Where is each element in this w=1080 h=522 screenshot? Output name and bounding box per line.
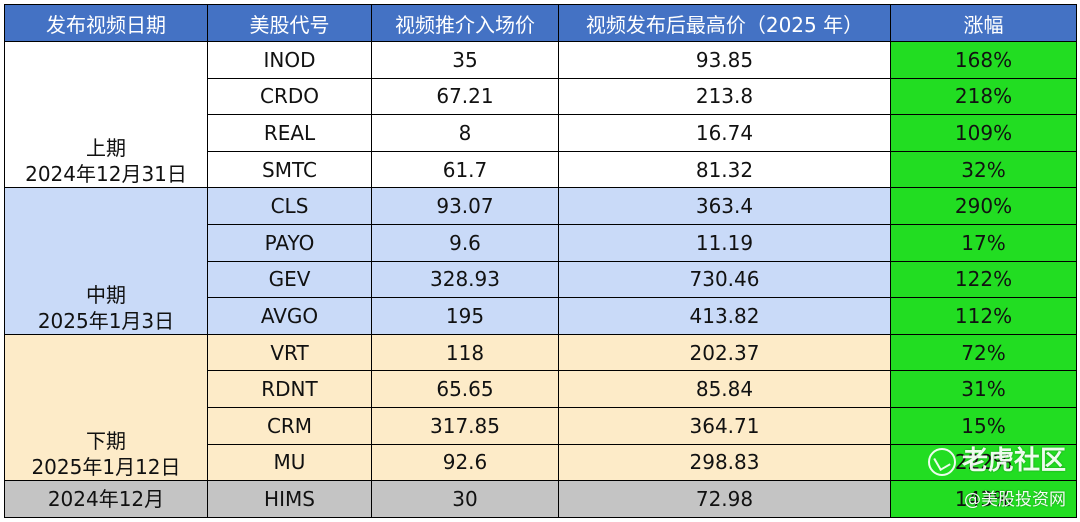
entry-price-cell: 65.65 [371,370,559,408]
entry-price-cell: 67.21 [371,77,559,116]
ticker-cell: CRM [207,406,372,445]
entry-price-cell: 92.6 [371,443,559,482]
period-date: 2024年12月31日 [25,162,187,187]
header-high-price: 视频发布后最高价（2025 年） [558,4,891,42]
high-price-cell: 298.83 [558,443,891,482]
header-date: 发布视频日期 [4,4,208,42]
entry-price-cell: 195 [371,297,559,335]
ticker-cell: VRT [207,333,372,372]
release-date-cell: 2024年12月 [4,480,208,518]
high-price-cell: 730.46 [558,260,891,299]
header-row: 发布视频日期 美股代号 视频推介入场价 视频发布后最高价（2025 年） 涨幅 [4,4,1077,42]
gain-cell: 143% [890,480,1077,518]
entry-price-cell: 35 [371,41,559,79]
release-date-cell: 中期 2025年1月3日 [4,187,208,335]
ticker-cell: AVGO [207,297,372,335]
gain-cell: 222% [890,443,1077,482]
header-entry-price: 视频推介入场价 [371,4,559,42]
gain-cell: 72% [890,333,1077,372]
gain-cell: 122% [890,260,1077,299]
ticker-cell: REAL [207,114,372,152]
table-row: AVGO 195 413.82 112% [5,297,1077,335]
table-row: RDNT 65.65 85.84 31% [5,370,1077,408]
period-date: 2025年1月12日 [31,455,181,480]
period-label: 下期 [86,429,126,454]
table-row: GEV 328.93 730.46 122% [5,260,1077,299]
gain-cell: 32% [890,150,1077,189]
table-row: SMTC 61.7 81.32 32% [5,150,1077,189]
table-row: 2024年12月 HIMS 30 72.98 143% [4,480,1077,518]
header-gain: 涨幅 [890,4,1077,42]
high-price-cell: 213.8 [558,77,891,116]
gain-cell: 112% [890,297,1077,335]
high-price-cell: 202.37 [558,333,891,372]
ticker-cell: CLS [207,187,372,225]
gain-cell: 109% [890,114,1077,152]
high-price-cell: 364.71 [558,406,891,445]
high-price-cell: 81.32 [558,150,891,189]
period-label: 2024年12月 [47,486,165,511]
entry-price-cell: 30 [371,480,559,518]
entry-price-cell: 317.85 [371,406,559,445]
high-price-cell: 72.98 [558,480,891,518]
ticker-cell: INOD [207,41,372,79]
ticker-cell: RDNT [207,370,372,408]
table-row: 上期 2024年12月31日 INOD 35 93.85 168% [4,40,1077,189]
ticker-cell: MU [207,443,372,482]
high-price-cell: 16.74 [558,114,891,152]
high-price-cell: 413.82 [558,297,891,335]
table-row: REAL 8 16.74 109% [5,114,1077,152]
gain-cell: 290% [890,187,1077,225]
gain-cell: 31% [890,370,1077,408]
entry-price-cell: 118 [371,333,559,372]
table-row: 下期 2025年1月12日 VRT 118 202.37 72% [4,333,1077,482]
ticker-cell: HIMS [207,480,372,518]
high-price-cell: 363.4 [558,187,891,225]
header-ticker: 美股代号 [207,4,372,42]
ticker-cell: SMTC [207,150,372,189]
release-date-cell: 上期 2024年12月31日 [4,40,208,189]
period-date: 2025年1月3日 [37,308,175,333]
table-row: CRM 317.85 364.71 15% [5,406,1077,445]
ticker-cell: GEV [207,260,372,299]
entry-price-cell: 9.6 [371,223,559,262]
high-price-cell: 93.85 [558,41,891,79]
stock-table: 发布视频日期 美股代号 视频推介入场价 视频发布后最高价（2025 年） 涨幅 … [4,4,1077,518]
entry-price-cell: 61.7 [371,150,559,189]
entry-price-cell: 93.07 [371,187,559,225]
release-date-cell: 下期 2025年1月12日 [4,333,208,482]
period-label: 上期 [86,136,126,161]
entry-price-cell: 8 [371,114,559,152]
table-row: 中期 2025年1月3日 CLS 93.07 363.4 290% [4,187,1077,335]
ticker-cell: CRDO [207,77,372,116]
ticker-cell: PAYO [207,223,372,262]
period-label: 中期 [86,282,126,307]
high-price-cell: 11.19 [558,223,891,262]
gain-cell: 15% [890,406,1077,445]
entry-price-cell: 328.93 [371,260,559,299]
table-row: CRDO 67.21 213.8 218% [5,77,1077,116]
high-price-cell: 85.84 [558,370,891,408]
gain-cell: 168% [890,41,1077,79]
table-row: MU 92.6 298.83 222% [5,443,1077,482]
gain-cell: 17% [890,223,1077,262]
gain-cell: 218% [890,77,1077,116]
table-row: PAYO 9.6 11.19 17% [5,223,1077,262]
